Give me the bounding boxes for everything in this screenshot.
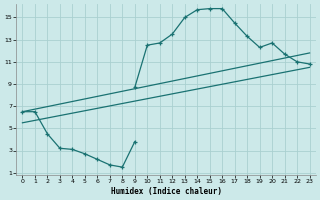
X-axis label: Humidex (Indice chaleur): Humidex (Indice chaleur) bbox=[110, 187, 221, 196]
